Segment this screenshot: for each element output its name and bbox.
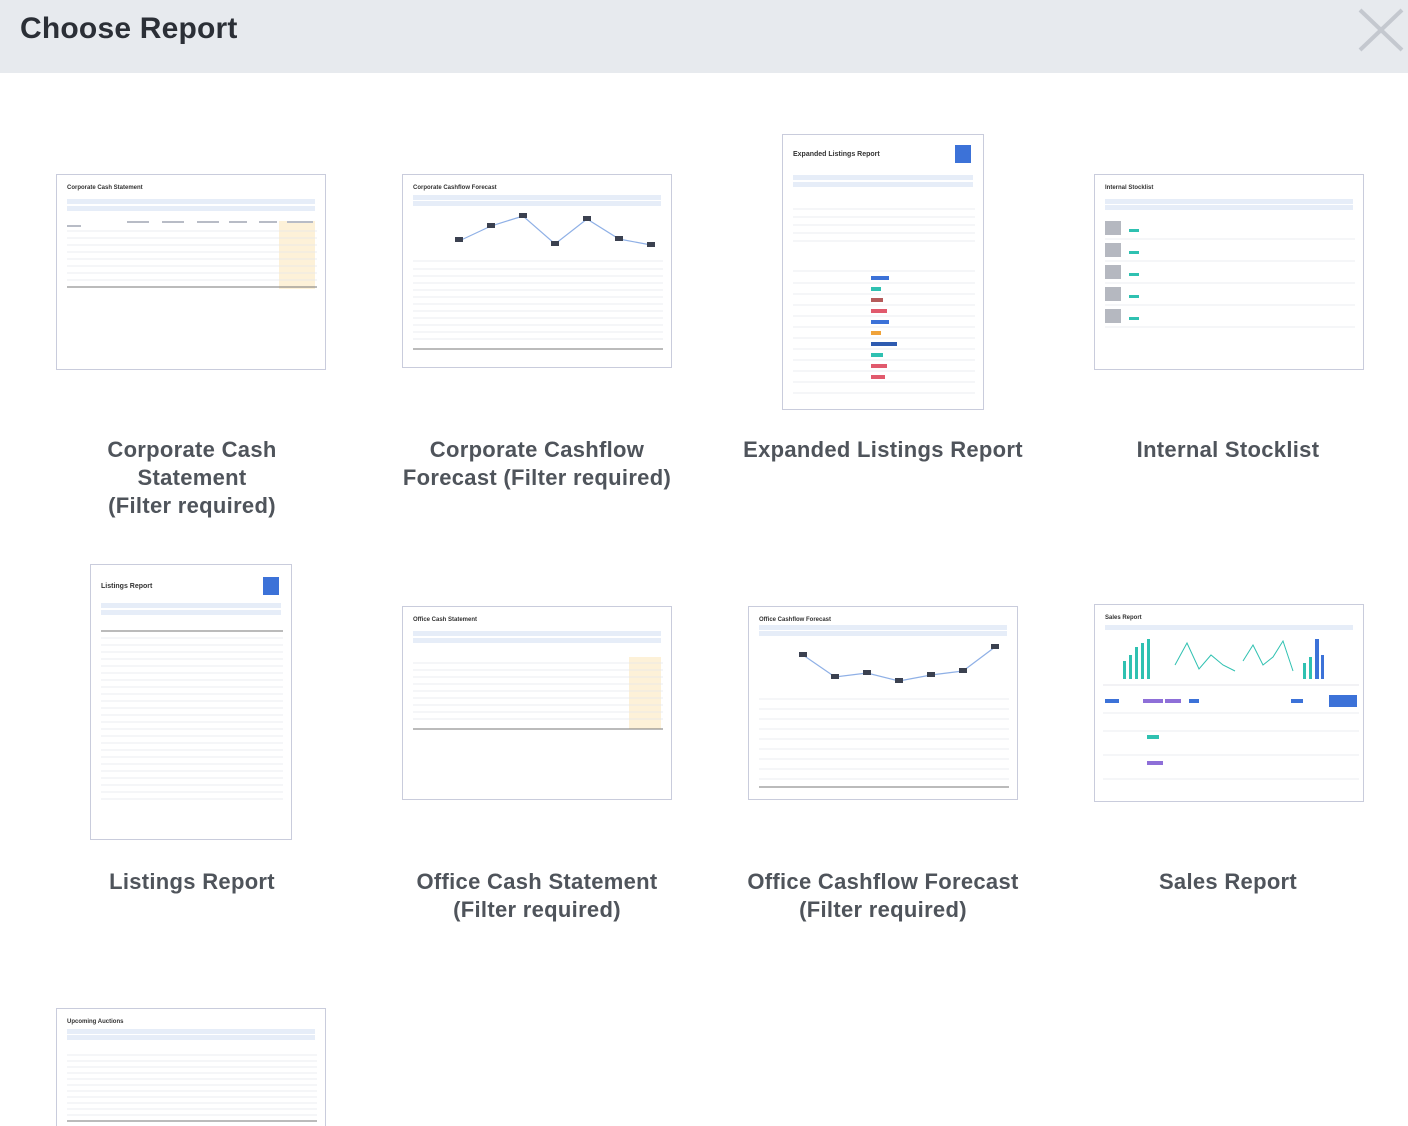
report-card-corporate-cashflow-forecast[interactable]: Corporate Cashflow Forecast Corporate Ca… — [364, 100, 710, 530]
thumbnail-title: Corporate Cashflow Forecast — [413, 185, 497, 191]
thumbnail-title: Sales Report — [1105, 615, 1142, 621]
thumbnail-title: Internal Stocklist — [1105, 185, 1154, 191]
page-title: Choose Report — [20, 12, 238, 45]
report-label: Sales Report — [1158, 869, 1298, 894]
brand-logo — [955, 145, 971, 163]
brand-logo — [263, 577, 279, 595]
report-card-office-cash-statement[interactable]: Office Cash Statement Office Cash Statem… — [364, 540, 710, 930]
report-label: Office Cashflow Forecast (Filter required… — [747, 869, 1019, 922]
thumbnail-title: Office Cash Statement — [413, 617, 478, 623]
report-thumbnail: Office Cash Statement — [402, 606, 672, 800]
report-card-sales-report[interactable]: Sales Report Sales Report — [1055, 540, 1401, 930]
close-button[interactable] — [1352, 4, 1408, 56]
report-label: Office Cash Statement (Filter required) — [416, 869, 658, 922]
report-card-corporate-cash-statement[interactable]: Corporate Cash Statement Corporate Cash S… — [19, 100, 365, 530]
thumbnail-title: Office Cashflow Forecast — [759, 617, 832, 623]
thumbnail-title: Corporate Cash Statement — [67, 185, 143, 191]
report-card-upcoming-auctions[interactable]: Upcoming Auctions — [19, 980, 365, 1126]
report-label: Corporate Cashflow Forecast (Filter requi… — [402, 437, 672, 490]
report-thumbnail: Listings Report — [90, 564, 292, 840]
report-thumbnail: Sales Report — [1094, 604, 1364, 802]
report-thumbnail: Office Cashflow Forecast — [748, 606, 1018, 800]
report-label: Internal Stocklist — [1136, 437, 1320, 462]
report-card-expanded-listings-report[interactable]: Expanded Listings Report Expanded Listin… — [710, 100, 1056, 530]
thumbnail-title: Upcoming Auctions — [67, 1019, 124, 1025]
report-label: Listings Report — [109, 869, 275, 894]
report-thumbnail: Corporate Cashflow Forecast — [402, 174, 672, 368]
report-thumbnail: Internal Stocklist — [1094, 174, 1364, 370]
thumbnail-title: Expanded Listings Report — [793, 151, 880, 158]
report-thumbnail: Upcoming Auctions — [56, 1008, 326, 1126]
report-label: Corporate Cash Statement (Filter required) — [107, 437, 277, 518]
thumbnail-title: Listings Report — [101, 583, 153, 590]
report-card-internal-stocklist[interactable]: Internal Stocklist Internal Stocklist — [1055, 100, 1401, 530]
report-card-listings-report[interactable]: Listings Report Listings Report — [19, 540, 365, 930]
report-label: Expanded Listings Report — [743, 437, 1023, 462]
report-card-office-cashflow-forecast[interactable]: Office Cashflow Forecast Office Cashflow… — [710, 540, 1056, 930]
close-icon — [1358, 8, 1404, 52]
report-thumbnail: Corporate Cash Statement — [56, 174, 326, 370]
modal-header: Choose Report — [0, 0, 1408, 73]
report-thumbnail: Expanded Listings Report — [782, 134, 984, 410]
